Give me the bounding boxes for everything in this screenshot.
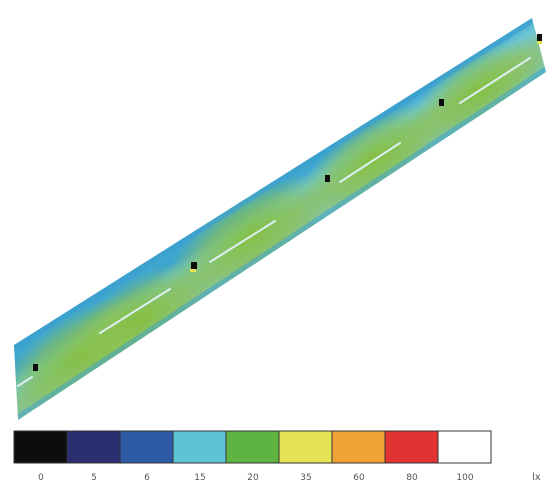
legend-swatch-6 [119,430,174,464]
road-edge-top [14,18,532,351]
lane-markings [17,57,531,387]
legend-tick-label: 15 [194,473,206,483]
legend-tick-label: 80 [406,473,418,483]
legend-swatch-0 [13,430,68,464]
lane-marking [17,376,33,387]
legend-color-bar [13,430,492,464]
illumination-pools [14,18,546,420]
lane-marking [99,288,171,334]
legend-tick-label: 20 [247,473,259,483]
light-pool [167,174,333,296]
luminaire-marker [325,175,330,182]
legend-swatch-20 [225,430,280,464]
legend-swatch-5 [66,430,121,464]
legend-swatch-15 [172,430,227,464]
legend-tick-label: 0 [38,473,44,483]
legend-swatch-80 [384,430,439,464]
legend-tick-label: 60 [353,473,365,483]
luminaire-marker [439,99,444,106]
luminaire-marker [537,41,542,44]
legend-swatch-100 [437,430,492,464]
legend-unit-label: lx [532,472,541,483]
legend-tick-label: 100 [456,473,474,483]
legend-tick-label: 5 [91,473,97,483]
lane-marking [339,142,401,183]
luminaire-marker [33,364,38,371]
luminaire-marker [191,262,197,269]
lane-marking [209,220,276,263]
luminaires [33,34,542,371]
luminaire-marker [190,269,196,272]
legend-tick-label: 35 [300,473,312,483]
legend-tick-label: 6 [144,473,150,483]
road-edge-bottom [18,66,546,420]
lane-marking [459,57,531,104]
luminaire-marker [537,34,542,41]
legend-swatch-60 [331,430,386,464]
legend-swatch-35 [278,430,333,464]
